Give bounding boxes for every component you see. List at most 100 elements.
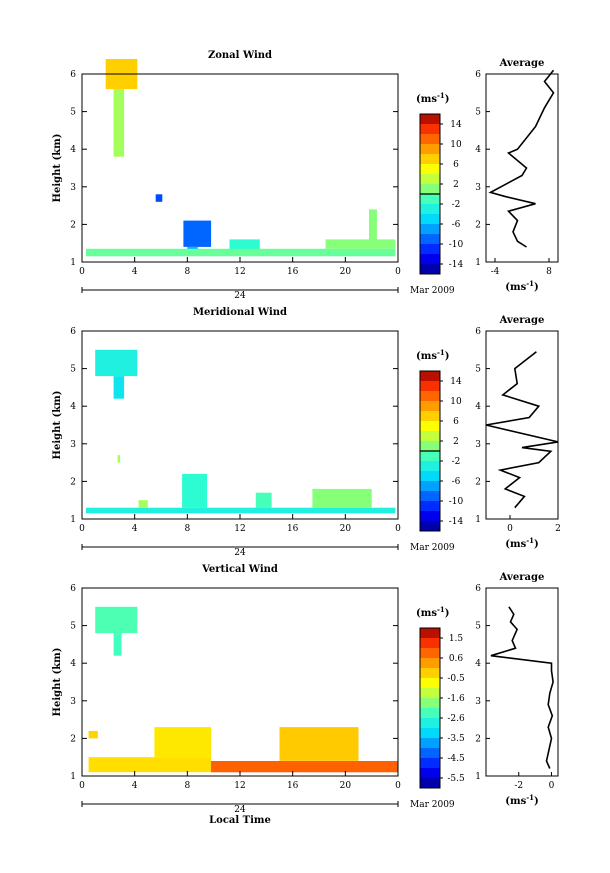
colorbar-swatch: [420, 511, 440, 522]
colorbar-swatch: [420, 688, 440, 699]
colorbar-tick-label: 1.5: [449, 634, 464, 644]
average-y-tick-label: 4: [475, 402, 481, 412]
colorbar-swatch: [420, 698, 440, 709]
average-y-tick-label: 6: [475, 327, 481, 337]
average-frame: [485, 73, 559, 263]
day-label: 24: [234, 548, 246, 558]
panel-title: Meridional Wind: [193, 307, 287, 318]
colorbar-swatch: [420, 481, 440, 492]
y-axis-label: Height (km): [52, 134, 63, 203]
colorbar-unit: (ms-1): [416, 91, 449, 105]
x-axis-label: Local Time: [209, 815, 271, 826]
colorbar-swatch: [420, 638, 440, 649]
colorbar-swatch: [420, 471, 440, 482]
average-x-label-exp: -1: [526, 536, 534, 545]
colorbar-swatch: [420, 264, 440, 275]
colorbar-tick-label: -2: [452, 200, 461, 210]
heatmap-cell: [183, 220, 212, 247]
colorbar-swatch: [420, 421, 440, 432]
average-profile-line: [490, 606, 554, 769]
average-y-tick-label: 3: [475, 440, 481, 450]
average-x-tick-label: -4: [491, 267, 500, 277]
date-label: Mar 2009: [410, 800, 455, 810]
heatmap-cell: [86, 507, 396, 514]
average-profile-line: [488, 69, 555, 248]
colorbar-tick-label: 2: [453, 437, 459, 447]
x-tick-label: 0: [395, 524, 401, 534]
x-tick-label: 0: [79, 524, 85, 534]
colorbar-tick-label: -10: [449, 497, 464, 507]
colorbar-swatch: [420, 521, 440, 532]
heatmap-cell: [95, 349, 138, 377]
x-tick-label: 16: [287, 524, 299, 534]
y-tick-label: 6: [70, 584, 76, 594]
colorbar-swatch: [420, 758, 440, 769]
average-x-label-exp: -1: [526, 793, 534, 802]
colorbar-unit-exp: -1: [437, 605, 445, 614]
average-y-tick-label: 2: [475, 220, 481, 230]
heatmap-cell: [255, 492, 272, 508]
colorbar-swatch: [420, 381, 440, 392]
average-x-label-close: ): [534, 539, 539, 550]
average-y-tick-label: 6: [475, 584, 481, 594]
heatmap-frame: [81, 73, 399, 263]
colorbar-swatch: [420, 658, 440, 669]
colorbar-swatch: [420, 728, 440, 739]
colorbar-swatch: [420, 411, 440, 422]
average-y-tick-label: 5: [475, 365, 481, 375]
colorbar-swatch: [420, 461, 440, 472]
x-tick-label: 20: [340, 781, 352, 791]
y-tick-label: 4: [70, 402, 76, 412]
colorbar-tick-label: -4.5: [447, 754, 465, 764]
x-tick-label: 4: [132, 267, 138, 277]
average-y-tick-label: 1: [475, 258, 481, 268]
heatmap-cell: [154, 727, 211, 758]
colorbar-tick-label: -6: [452, 220, 461, 230]
colorbar-tick-label: -1.6: [447, 694, 465, 704]
y-tick-label: 1: [70, 515, 76, 525]
colorbar-unit: (ms-1): [416, 605, 449, 619]
y-tick-label: 5: [70, 622, 76, 632]
x-tick-label: 4: [132, 524, 138, 534]
average-y-tick-label: 3: [475, 183, 481, 193]
average-y-tick-label: 1: [475, 515, 481, 525]
heatmap-cell: [325, 239, 396, 249]
heatmap-cell: [88, 757, 212, 773]
heatmap-cell: [88, 730, 98, 739]
colorbar-swatch: [420, 184, 440, 195]
average-title: Average: [499, 315, 545, 326]
colorbar-swatch: [420, 164, 440, 175]
colorbar-swatch: [420, 134, 440, 145]
x-tick-label: 16: [287, 267, 299, 277]
colorbar-unit: (ms-1): [416, 348, 449, 362]
average-x-label: (ms-1): [505, 279, 538, 293]
colorbar-tick-label: 14: [450, 120, 462, 130]
y-tick-label: 4: [70, 145, 76, 155]
x-tick-label: 16: [287, 781, 299, 791]
colorbar-swatch: [420, 441, 440, 452]
colorbar-swatch: [420, 124, 440, 135]
colorbar-tick-label: -2: [452, 457, 461, 467]
y-tick-label: 1: [70, 772, 76, 782]
y-tick-label: 1: [70, 258, 76, 268]
colorbar-unit-close: ): [445, 94, 450, 105]
colorbar-swatch: [420, 738, 440, 749]
y-axis-label: Height (km): [52, 391, 63, 460]
average-y-tick-label: 5: [475, 622, 481, 632]
y-tick-label: 3: [70, 183, 76, 193]
y-tick-label: 2: [70, 734, 76, 744]
colorbar-tick-label: 0.6: [449, 654, 464, 664]
x-tick-label: 12: [234, 781, 245, 791]
colorbar-tick-label: -2.6: [447, 714, 465, 724]
colorbar-swatch: [420, 254, 440, 265]
colorbar-tick-label: -10: [449, 240, 464, 250]
panel-title: Vertical Wind: [201, 564, 278, 575]
average-x-tick-label: 0: [507, 524, 513, 534]
colorbar-swatch: [420, 214, 440, 225]
x-tick-label: 0: [395, 781, 401, 791]
colorbar-swatch: [420, 718, 440, 729]
average-y-tick-label: 3: [475, 697, 481, 707]
